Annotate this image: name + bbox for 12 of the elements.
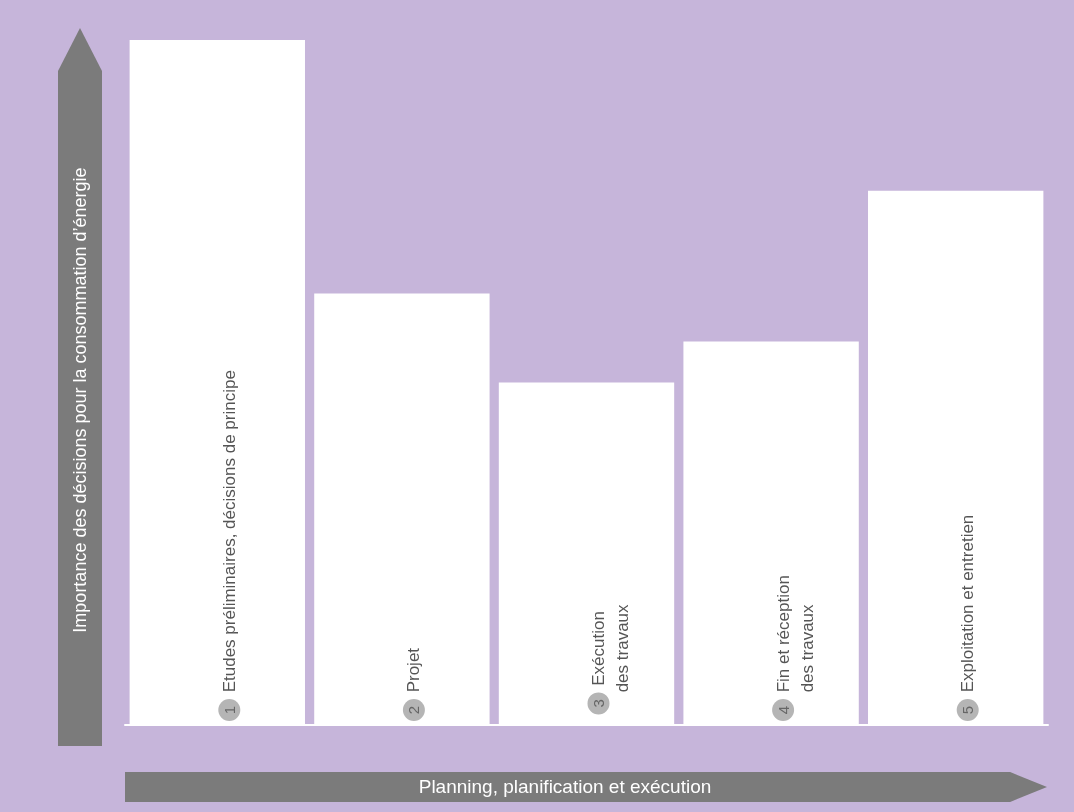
annotation: 3	[590, 699, 607, 708]
annotation: 5	[959, 705, 977, 715]
x-tick-label: Etudes préliminaires, décisions de principe	[219, 370, 239, 693]
x-axis-title: Planning, planification et exécution	[417, 775, 713, 799]
y-axis-title: Importance des décisions pour la consommation d’énergie	[69, 166, 91, 635]
annotation: 2	[405, 705, 423, 715]
x-tick-label: Exécution des travaux	[589, 603, 632, 693]
x-tick-label: Exploitation et entretien	[958, 514, 978, 693]
x-tick-label: Projet	[404, 647, 424, 693]
annotation: 1	[220, 705, 238, 715]
annotation: 4	[774, 705, 792, 715]
x-tick-label: Fin et réception des travaux	[773, 575, 817, 693]
